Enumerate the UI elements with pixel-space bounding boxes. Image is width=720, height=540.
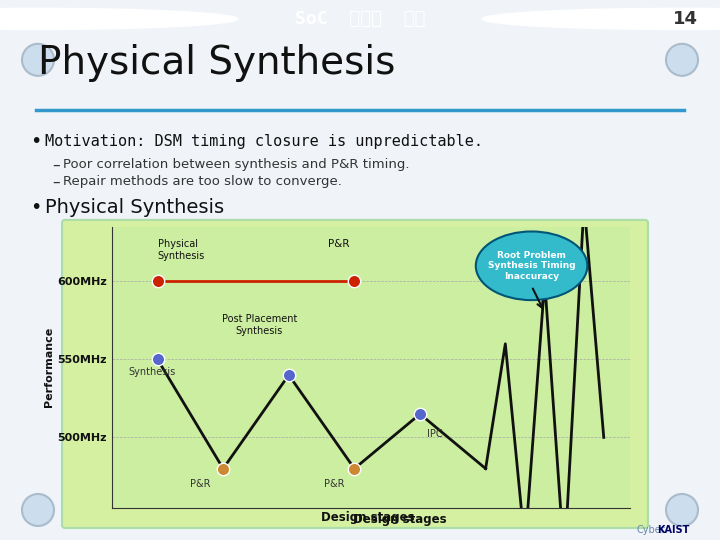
Text: Design stages: Design stages — [353, 513, 446, 526]
Point — [217, 464, 229, 473]
Text: KAIST: KAIST — [657, 525, 690, 535]
Text: P&R: P&R — [325, 479, 345, 489]
Point — [414, 410, 426, 418]
Text: Repair methods are too slow to converge.: Repair methods are too slow to converge. — [63, 176, 342, 188]
Point — [348, 277, 360, 286]
Point — [348, 464, 360, 473]
Text: –: – — [52, 157, 60, 172]
Circle shape — [0, 8, 238, 30]
Text: SoC  설계의  검증: SoC 설계의 검증 — [294, 10, 426, 28]
FancyBboxPatch shape — [62, 220, 648, 528]
Circle shape — [22, 44, 54, 76]
Text: Physical Synthesis: Physical Synthesis — [45, 198, 224, 218]
Ellipse shape — [476, 232, 588, 300]
Point — [152, 277, 163, 286]
Text: Design stages: Design stages — [320, 511, 414, 524]
Text: Synthesis: Synthesis — [128, 367, 175, 377]
Text: Physical
Synthesis: Physical Synthesis — [158, 239, 204, 261]
Text: •: • — [30, 132, 41, 151]
Point — [152, 355, 163, 364]
Text: –: – — [52, 174, 60, 190]
Text: Cyber: Cyber — [636, 525, 665, 535]
Text: 14: 14 — [673, 10, 698, 28]
Text: P&R: P&R — [328, 239, 350, 249]
Circle shape — [666, 44, 698, 76]
Circle shape — [482, 8, 720, 30]
Point — [283, 370, 294, 379]
Text: P&R: P&R — [190, 479, 210, 489]
FancyBboxPatch shape — [112, 227, 630, 508]
Text: Physical Synthesis: Physical Synthesis — [38, 44, 395, 82]
Text: Post Placement
Synthesis: Post Placement Synthesis — [222, 314, 297, 336]
Circle shape — [666, 494, 698, 526]
Text: Root Problem
Synthesis Timing
Inaccuracy: Root Problem Synthesis Timing Inaccuracy — [487, 251, 575, 281]
Circle shape — [22, 494, 54, 526]
Text: Motivation: DSM timing closure is unpredictable.: Motivation: DSM timing closure is unpred… — [45, 134, 483, 150]
Text: IPC: IPC — [426, 429, 442, 439]
Text: •: • — [30, 198, 41, 218]
Y-axis label: Performance: Performance — [44, 327, 54, 407]
Text: Poor correlation between synthesis and P&R timing.: Poor correlation between synthesis and P… — [63, 158, 410, 171]
